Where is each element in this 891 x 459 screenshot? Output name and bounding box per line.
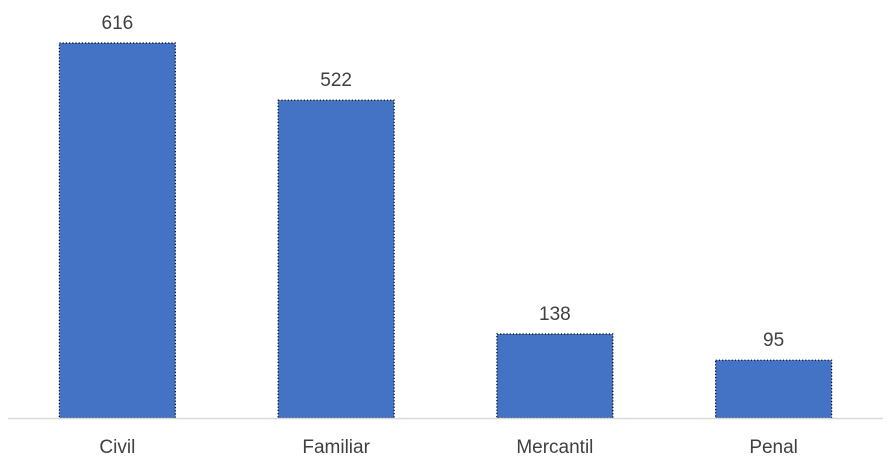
data-label-familiar: 522 [320,70,352,91]
category-label-familiar: Familiar [302,437,370,458]
data-label-civil: 616 [102,13,134,34]
data-label-penal: 95 [763,330,784,351]
category-label-penal: Penal [749,437,798,458]
labels-layer: 616 Civil 522 Familiar 138 Mercantil 95 Penal [99,13,798,458]
category-label-civil: Civil [99,437,135,458]
category-label-mercantil: Mercantil [516,437,593,458]
data-label-mercantil: 138 [539,304,571,325]
bar-penal [715,359,833,419]
bars-layer [58,42,833,419]
bar-mercantil [496,333,614,419]
bar-familiar [277,99,395,419]
bar-civil [58,42,176,419]
